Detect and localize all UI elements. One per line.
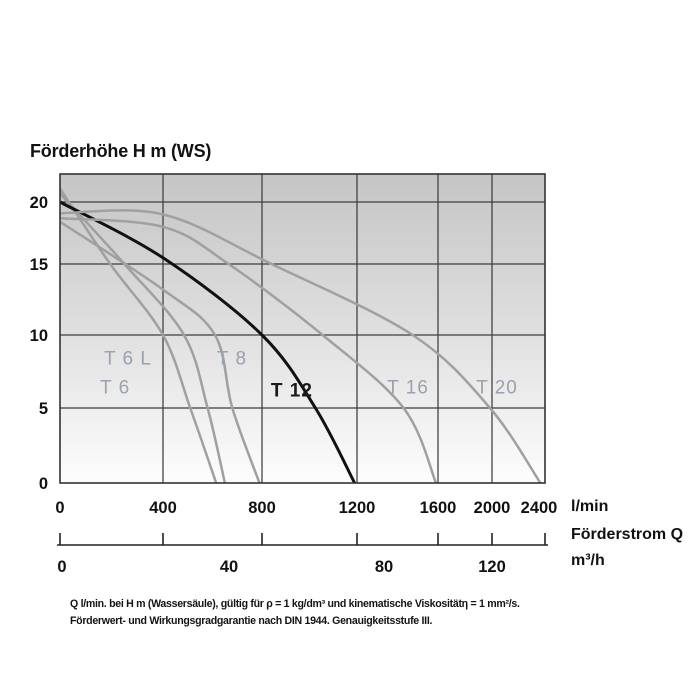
curve-T-16 — [60, 216, 438, 483]
x-tick-lmin-0: 0 — [55, 499, 64, 517]
x-tick-m3h-80: 80 — [375, 558, 393, 576]
footnote: Q l/min. bei H m (Wassersäule), gültig f… — [70, 596, 520, 630]
x-tick-lmin-800: 800 — [248, 499, 276, 517]
curve-label-T-20: T 20 — [476, 378, 518, 399]
curve-label-T-12: T 12 — [271, 380, 313, 401]
curve-label-T-6: T 6 — [100, 378, 130, 399]
curve-label-T-16: T 16 — [387, 378, 429, 399]
curve-T-6-L — [60, 187, 218, 483]
y-tick-0: 0 — [39, 475, 48, 493]
plot-border — [59, 173, 546, 484]
chart-title: Förderhöhe H m (WS) — [30, 141, 212, 161]
x-axis-unit-lmin: l/min — [571, 498, 609, 515]
x-tick-lmin-2400: 2400 — [521, 499, 558, 517]
x-tick-lmin-2000: 2000 — [474, 499, 511, 517]
curves — [60, 187, 542, 483]
x-tick-lmin-1200: 1200 — [339, 499, 376, 517]
x-axis-title: Förderstrom Q — [571, 526, 684, 543]
footnote-line-1: Q l/min. bei H m (Wassersäule), gültig f… — [70, 598, 520, 610]
curve-T-6 — [60, 192, 227, 483]
plot-area-bg — [60, 174, 545, 483]
x-tick-lmin-1600: 1600 — [420, 499, 457, 517]
x-tick-m3h-40: 40 — [220, 558, 238, 576]
x-tick-lmin-400: 400 — [149, 499, 177, 517]
x-axis-unit-m3h: m³/h — [571, 552, 605, 569]
curve-T-12 — [60, 200, 357, 483]
curve-label-T-8: T 8 — [217, 348, 247, 369]
y-tick-5: 5 — [39, 400, 48, 418]
y-tick-15: 15 — [30, 256, 48, 274]
x-tick-m3h-0: 0 — [57, 558, 66, 576]
y-tick-20: 20 — [30, 194, 48, 212]
y-tick-10: 10 — [30, 327, 48, 345]
curve-T-20 — [60, 209, 542, 483]
x-tick-m3h-120: 120 — [478, 558, 506, 576]
curve-label-T-6-L: T 6 L — [104, 348, 152, 369]
footnote-line-2: Förderwert- und Wirkungsgradgarantie nac… — [70, 615, 433, 627]
gridlines — [60, 174, 545, 483]
curve-T-8 — [60, 220, 261, 483]
